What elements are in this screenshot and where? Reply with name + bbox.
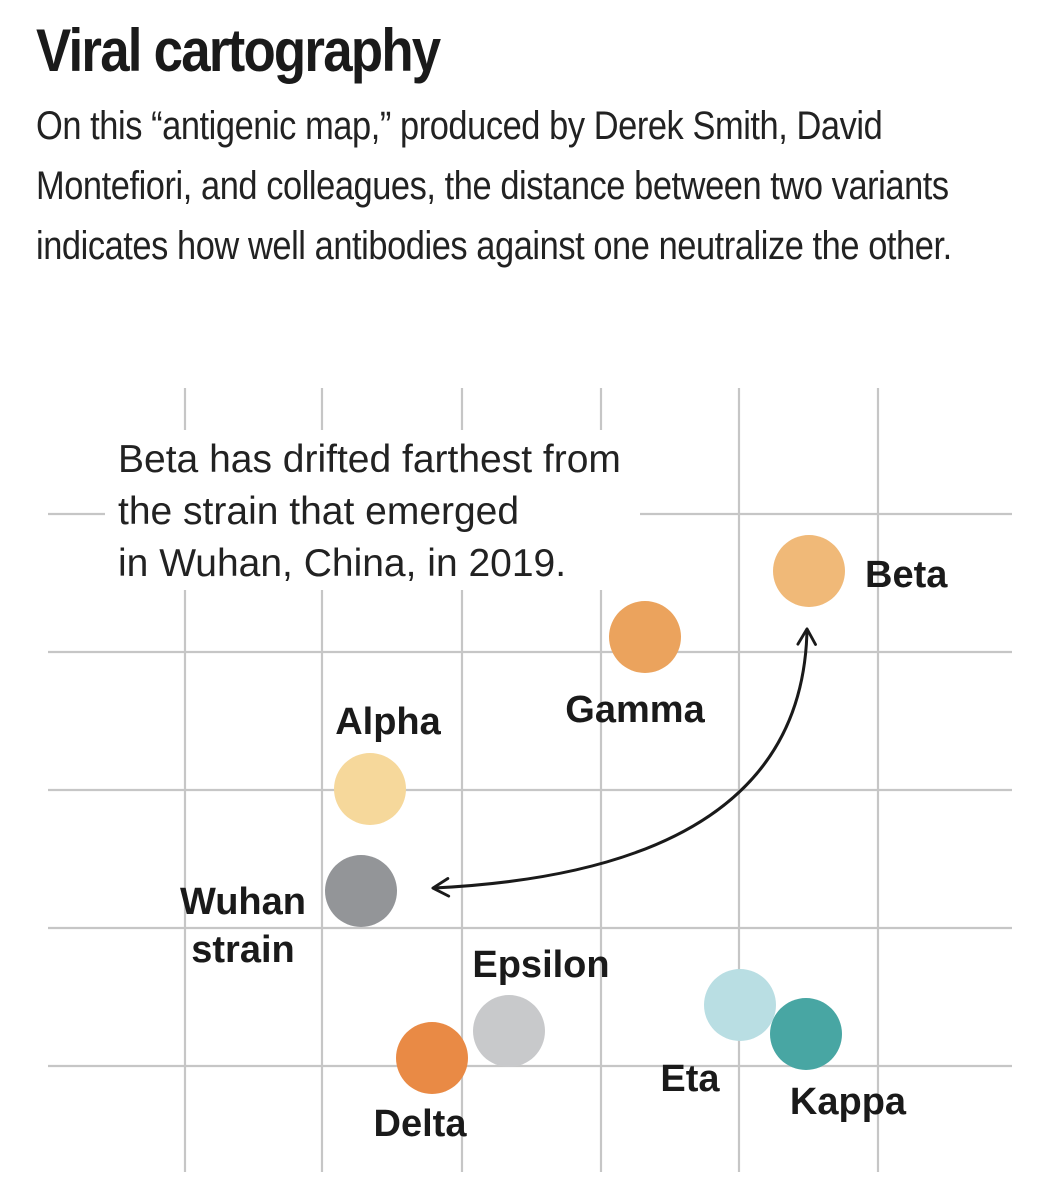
wuhan-label: Wuhan strain [180,881,306,971]
wuhan-label-line: strain [191,929,294,971]
epsilon-label: Epsilon [472,944,609,986]
kappa-label: Kappa [790,1081,907,1123]
variant-labels: Wuhan strain Alpha Gamma Beta Epsilon Delta Eta… [180,554,948,1145]
annotation-line-1: Beta has drifted farthest from [118,438,621,481]
beta-point [773,535,845,607]
beta-label-line: Beta [865,554,948,596]
alpha-label-line: Alpha [335,701,441,743]
gamma-label-line: Gamma [565,689,705,731]
variant-points [325,535,845,1094]
eta-label-line: Eta [660,1058,720,1100]
annotation-line-2: the strain that emerged [118,490,519,533]
gamma-point [609,601,681,673]
kappa-label-line: Kappa [790,1081,907,1123]
delta-point [396,1022,468,1094]
annotation-line-3: in Wuhan, China, in 2019. [118,542,566,585]
beta-label: Beta [865,554,948,596]
chart-title: Viral cartography [36,17,441,84]
annotation: Beta has drifted farthest from the strai… [118,438,621,585]
alpha-label: Alpha [335,701,441,743]
delta-label: Delta [374,1103,468,1145]
wuhan-point [325,855,397,927]
wuhan-label-line: Wuhan [180,881,306,923]
kappa-point [770,998,842,1070]
epsilon-label-line: Epsilon [472,944,609,986]
eta-label: Eta [660,1058,720,1100]
annotation-backdrop [105,430,640,590]
eta-point [704,969,776,1041]
drift-arrow [431,627,817,898]
alpha-point [334,753,406,825]
epsilon-point [473,995,545,1067]
chart-subtitle: On this “antigenic map,” produced by Der… [36,104,952,268]
delta-label-line: Delta [374,1103,468,1145]
gamma-label: Gamma [565,689,705,731]
